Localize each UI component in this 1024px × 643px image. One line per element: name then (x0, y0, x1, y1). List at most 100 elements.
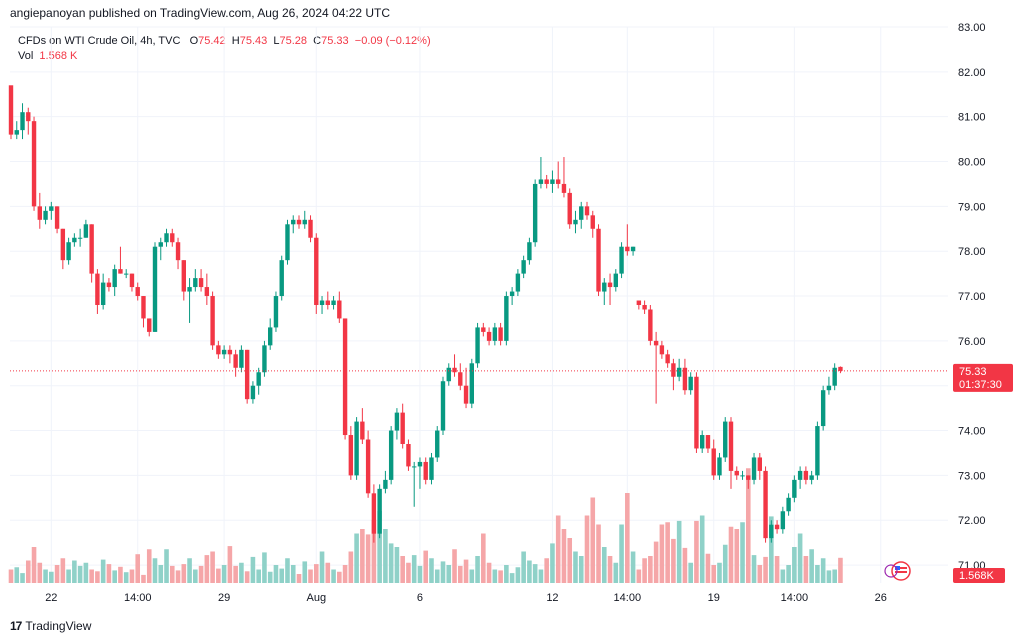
candle-body (314, 237, 319, 305)
volume-bar (521, 551, 526, 583)
events-flag-icon[interactable] (884, 561, 911, 581)
candle-body (809, 475, 814, 480)
volume-bar (290, 565, 296, 583)
volume-bar (717, 562, 722, 583)
volume-bar (388, 543, 394, 583)
volume-bar (751, 555, 757, 583)
volume-bar (411, 555, 417, 583)
volume-bar (492, 569, 498, 583)
candle-body (244, 349, 250, 400)
volume-axis-text: 1.568K (959, 570, 995, 582)
y-tick-label: 80.00 (958, 157, 986, 169)
current-price-text: 75.33 (959, 366, 987, 378)
candle-body (77, 237, 83, 239)
candle-body (590, 215, 595, 229)
candle-body (607, 282, 613, 288)
volume-bar (72, 560, 77, 583)
candle-body (648, 309, 653, 341)
volume-bar (763, 556, 768, 583)
volume-bar (20, 573, 25, 583)
volume-bar (129, 569, 135, 583)
volume-axis-label: 1.568K (953, 568, 1005, 583)
candle-body (746, 475, 751, 480)
volume-bar (123, 572, 129, 583)
x-tick-label: 19 (708, 592, 720, 604)
low-value: 75.28 (279, 35, 308, 47)
candle-body (135, 287, 140, 297)
candle-body (31, 121, 37, 207)
ohlc-legend: CFDs on WTI Crude Oil, 4h, TVC O75.42 H7… (18, 35, 431, 47)
candle-body (688, 376, 693, 391)
volume-bar (527, 560, 532, 583)
candle-body (175, 242, 181, 261)
volume-bar (164, 549, 169, 583)
candle-body (596, 228, 601, 292)
candle-body (838, 366, 843, 371)
y-tick-label: 73.00 (958, 470, 986, 482)
volume-bar (181, 564, 187, 583)
candle-body (371, 493, 377, 534)
candle-body (740, 475, 745, 477)
volume-bar (175, 570, 181, 583)
candle-body (377, 488, 382, 534)
volume-bar (169, 565, 175, 583)
volume-bar (227, 546, 233, 583)
candle-body (152, 246, 158, 332)
candle-body (786, 497, 791, 512)
y-tick-label: 79.00 (958, 201, 986, 213)
x-tick-label: 6 (417, 592, 423, 604)
candle-body (279, 260, 284, 297)
candle-body (49, 206, 54, 211)
volume-bar (83, 562, 89, 583)
candle-body (95, 273, 100, 305)
time-axis[interactable]: 22 14:00 29 Aug 6 12 14:00 19 14:00 26 (45, 592, 887, 604)
volume-bar (509, 573, 515, 583)
change-value: −0.09 (−0.12%) (354, 35, 431, 47)
y-tick-label: 72.00 (958, 515, 986, 527)
candle-body (308, 219, 313, 238)
volume-bar (66, 569, 71, 583)
candle-body (463, 385, 469, 404)
candle-body (158, 242, 163, 247)
candle-body (780, 511, 786, 530)
candle-body (296, 219, 302, 225)
candle-body (112, 269, 117, 288)
volume-bar (256, 569, 261, 583)
candle-body (164, 233, 169, 243)
candle-body (400, 412, 405, 444)
volume-bar (596, 524, 601, 583)
volume-bar (43, 569, 48, 583)
price-axis[interactable]: 83.00 82.00 81.00 80.00 79.00 78.00 77.00 76.00… (958, 22, 986, 572)
volume-bar (37, 562, 43, 583)
symbol-title[interactable]: CFDs on WTI Crude Oil, 4h, TVC (18, 35, 181, 47)
candle-body (20, 112, 25, 131)
volume-bar (567, 538, 573, 583)
publisher-note: angiepanoyan published on TradingView.co… (10, 6, 391, 20)
close-value: 75.33 (321, 35, 349, 47)
volume-bar (544, 558, 549, 583)
candle-body (26, 112, 31, 122)
candle-body (642, 305, 647, 310)
volume-bar (815, 565, 820, 583)
volume-bar (365, 534, 371, 583)
candle-body (406, 444, 411, 467)
volume-bar (77, 565, 83, 583)
volume-bar (619, 524, 624, 583)
volume-bar (555, 515, 561, 583)
volume-bar (694, 520, 699, 583)
candle-body (458, 372, 463, 386)
volume-bar (319, 551, 325, 583)
volume-bar (740, 522, 745, 583)
candle-body (820, 390, 826, 427)
volume-bar (313, 564, 319, 583)
candle-body (354, 421, 359, 476)
x-tick-label: 12 (546, 592, 558, 604)
volume-bar (642, 558, 647, 583)
candle-body (671, 363, 676, 377)
candle-body (481, 327, 486, 332)
tradingview-brand[interactable]: 17 TradingView (10, 619, 91, 633)
volume-bar (400, 556, 405, 583)
volume-bar (648, 556, 653, 583)
candle-body (602, 282, 607, 292)
